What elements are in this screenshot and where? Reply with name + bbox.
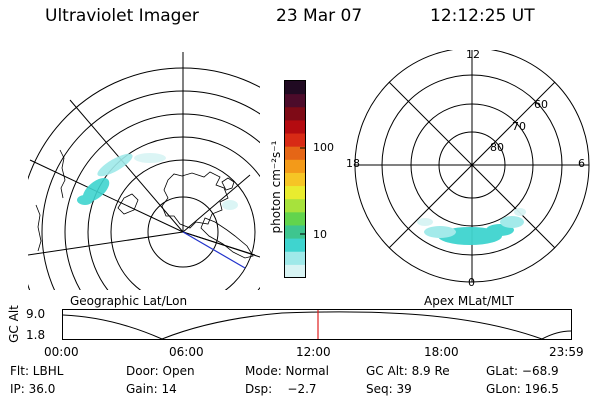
mode-info: Mode: Normal [245, 364, 329, 378]
orbit-x-1: 06:00 [169, 345, 204, 359]
gain-info: Gain: 14 [126, 382, 177, 396]
colorbar-segment [285, 224, 305, 239]
orbit-y-top: 9.0 [26, 307, 46, 321]
gc-alt-info: GC Alt: 8.9 Re [366, 364, 450, 378]
flt-info: Flt: LBHL [10, 364, 64, 378]
orbit-x-3: 18:00 [424, 345, 459, 359]
orbit-x-4: 23:59 [549, 345, 584, 359]
mlat-70-label: 70 [512, 120, 526, 133]
colorbar-segment [285, 172, 305, 187]
colorbar-segment [285, 146, 305, 160]
orbit-x-0: 00:00 [44, 345, 79, 359]
door-info: Door: Open [126, 364, 195, 378]
colorbar-segment [285, 106, 305, 121]
apex-polar-plot [354, 50, 590, 283]
dsp-info: Dsp: −2.7 [245, 382, 317, 396]
colorbar-segment [285, 211, 305, 226]
mlat-60-label: 60 [534, 98, 548, 111]
orbit-x-2: 12:00 [296, 345, 331, 359]
time-text: 12:12:25 UT [430, 6, 535, 26]
colorbar-tick-10: 10 [313, 228, 327, 241]
mlt-0-label: 0 [468, 276, 475, 289]
color-bar [284, 80, 306, 278]
app-title: Ultraviolet Imager [45, 6, 199, 26]
date-text: 23 Mar 07 [276, 6, 363, 26]
colorbar-label: photon cm⁻²s⁻¹ [269, 140, 283, 234]
altitude-curve [62, 311, 572, 340]
ip-info: IP: 36.0 [10, 382, 56, 396]
geographic-panel-label: Geographic Lat/Lon [70, 294, 188, 308]
glat-info: GLat: −68.9 [486, 364, 559, 378]
colorbar-segment [285, 119, 305, 134]
geographic-map [28, 52, 260, 290]
mlt-12-label: 12 [466, 48, 480, 61]
seq-info: Seq: 39 [366, 382, 412, 396]
colorbar-segment [285, 80, 305, 95]
apex-panel-label: Apex MLat/MLT [424, 294, 514, 308]
colorbar-segment [285, 264, 305, 278]
mlt-18-label: 18 [346, 157, 360, 170]
orbit-plot [62, 309, 572, 340]
colorbar-tick-100: 100 [313, 141, 334, 154]
colorbar-segment [285, 198, 305, 213]
orbit-y-bottom: 1.8 [26, 328, 46, 342]
colorbar-segment [285, 185, 305, 200]
colorbar-segment [285, 238, 305, 252]
glon-info: GLon: 196.5 [486, 382, 559, 396]
colorbar-segment [285, 133, 305, 147]
colorbar-segment [285, 251, 305, 265]
colorbar-segment [285, 93, 305, 108]
mlt-6-label: 6 [578, 157, 585, 170]
mlat-80-label: 80 [490, 141, 504, 154]
orbit-ylabel: GC Alt [7, 305, 21, 343]
colorbar-segment [285, 159, 305, 173]
